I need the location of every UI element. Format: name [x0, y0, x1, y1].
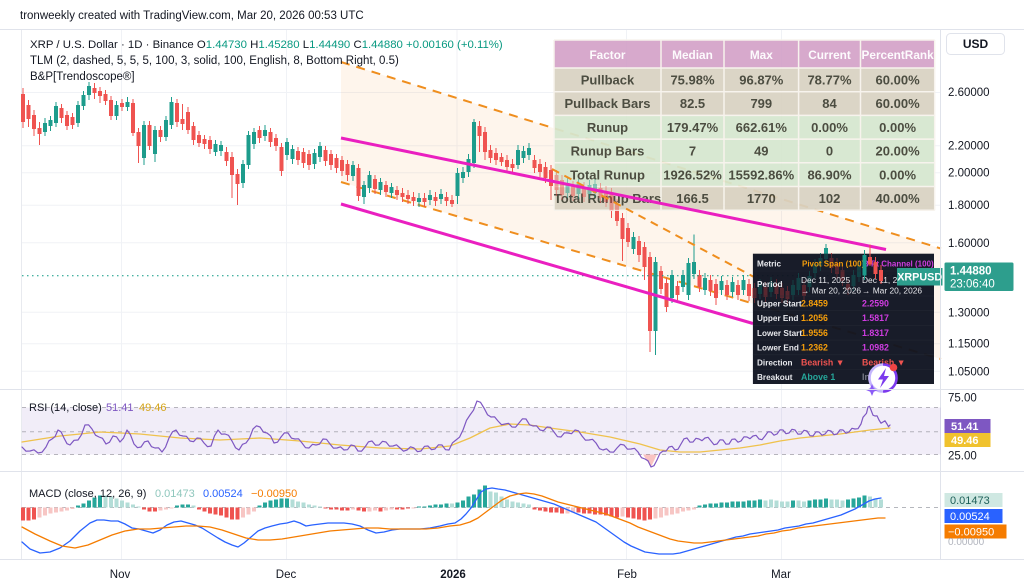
svg-text:0.00524: 0.00524 — [950, 511, 990, 523]
svg-text:PercentRank: PercentRank — [862, 48, 935, 62]
svg-text:XRP / U.S. Dollar · 1D · Binan: XRP / U.S. Dollar · 1D · Binance O1.4473… — [30, 39, 503, 51]
svg-text:1.60000: 1.60000 — [948, 238, 990, 250]
svg-text:tronweekly created with Tradin: tronweekly created with TradingView.com,… — [20, 10, 364, 22]
svg-text:23:06:40: 23:06:40 — [950, 279, 995, 291]
svg-text:XRPUSD: XRPUSD — [897, 272, 942, 284]
svg-text:96.87%: 96.87% — [739, 73, 784, 88]
svg-text:82.5: 82.5 — [680, 96, 705, 111]
svg-text:75.00: 75.00 — [948, 393, 977, 405]
svg-text:Pullback Bars: Pullback Bars — [565, 96, 651, 111]
svg-text:102: 102 — [819, 191, 841, 206]
svg-text:7: 7 — [689, 144, 696, 159]
svg-text:49.46: 49.46 — [139, 402, 167, 414]
svg-text:Bearish ▼: Bearish ▼ — [862, 357, 905, 367]
svg-text:2.00000: 2.00000 — [948, 168, 990, 180]
svg-text:86.90%: 86.90% — [807, 167, 852, 182]
svg-text:662.61%: 662.61% — [736, 120, 788, 135]
svg-text:2.60000: 2.60000 — [948, 87, 990, 99]
svg-text:B&P[Trendoscope®]: B&P[Trendoscope®] — [30, 71, 135, 83]
svg-text:0.00524: 0.00524 — [203, 488, 243, 500]
svg-text:1.2056: 1.2056 — [801, 313, 828, 323]
svg-text:Dec 11, 2025: Dec 11, 2025 — [801, 275, 851, 285]
svg-text:0: 0 — [826, 144, 833, 159]
svg-text:Bearish ▼: Bearish ▼ — [801, 357, 844, 367]
svg-text:Mar: Mar — [771, 569, 791, 580]
svg-text:Factor: Factor — [589, 48, 625, 62]
svg-text:Feb: Feb — [617, 569, 637, 580]
svg-text:Pullback: Pullback — [581, 73, 635, 88]
svg-text:49.46: 49.46 — [951, 435, 979, 447]
svg-text:0.00%: 0.00% — [879, 120, 916, 135]
svg-text:1.2362: 1.2362 — [801, 343, 828, 353]
svg-text:TLM (2, dashed, 5, 5, 5, 100,: TLM (2, dashed, 5, 5, 5, 100, 3, solid, … — [30, 55, 399, 67]
svg-text:15592.86%: 15592.86% — [728, 167, 794, 182]
svg-text:1.8317: 1.8317 — [862, 328, 889, 338]
svg-text:USD: USD — [963, 37, 989, 51]
svg-text:179.47%: 179.47% — [667, 120, 719, 135]
svg-text:49: 49 — [754, 144, 768, 159]
svg-text:Max: Max — [750, 48, 773, 62]
svg-text:0.00%: 0.00% — [879, 167, 916, 182]
svg-text:1.0982: 1.0982 — [862, 343, 889, 353]
svg-text:60.00%: 60.00% — [876, 96, 921, 111]
svg-text:84: 84 — [822, 96, 837, 111]
svg-text:0.00000: 0.00000 — [948, 537, 985, 548]
svg-text:Nov: Nov — [110, 569, 131, 580]
svg-text:Above 1: Above 1 — [801, 372, 835, 382]
svg-text:75.98%: 75.98% — [670, 73, 715, 88]
svg-text:1.30000: 1.30000 — [948, 307, 990, 319]
svg-text:1.44880: 1.44880 — [950, 266, 992, 278]
svg-text:−0.00950: −0.00950 — [948, 527, 994, 539]
svg-text:1.9556: 1.9556 — [801, 328, 828, 338]
svg-text:Runup Bars: Runup Bars — [571, 144, 645, 159]
svg-text:51.41: 51.41 — [951, 421, 979, 433]
svg-text:→ Mar 20, 2026: → Mar 20, 2026 — [862, 286, 922, 296]
svg-text:2.8459: 2.8459 — [801, 299, 828, 309]
svg-text:Lower End: Lower End — [757, 344, 799, 353]
svg-text:2026: 2026 — [440, 569, 466, 580]
svg-text:78.77%: 78.77% — [807, 73, 852, 88]
svg-text:Metric: Metric — [757, 260, 782, 269]
svg-text:Breakout: Breakout — [757, 373, 793, 382]
svg-text:20.00%: 20.00% — [876, 144, 921, 159]
svg-text:0.01473: 0.01473 — [155, 488, 195, 500]
svg-text:166.5: 166.5 — [676, 191, 709, 206]
svg-text:1770: 1770 — [747, 191, 776, 206]
svg-text:−0.00950: −0.00950 — [251, 488, 297, 500]
svg-text:Runup: Runup — [587, 120, 628, 135]
svg-text:MACD (close, 12, 26, 9): MACD (close, 12, 26, 9) — [29, 488, 146, 500]
svg-text:Pivot Span (100): Pivot Span (100) — [802, 260, 865, 269]
svg-text:2.2590: 2.2590 — [862, 299, 889, 309]
svg-text:Upper End: Upper End — [757, 314, 798, 323]
svg-text:Direction: Direction — [757, 358, 793, 367]
svg-text:40.00%: 40.00% — [876, 191, 921, 206]
svg-text:Current: Current — [808, 48, 851, 62]
svg-text:25.00: 25.00 — [948, 451, 977, 463]
svg-text:1926.52%: 1926.52% — [663, 167, 722, 182]
svg-text:→ Mar 20, 2026: → Mar 20, 2026 — [801, 286, 861, 296]
svg-text:Median: Median — [672, 48, 713, 62]
svg-text:2.20000: 2.20000 — [948, 141, 990, 153]
svg-text:Dec 11, 2025: Dec 11, 2025 — [862, 275, 912, 285]
svg-text:RSI (14, close): RSI (14, close) — [29, 402, 102, 414]
svg-text:0.00%: 0.00% — [811, 120, 848, 135]
svg-text:1.80000: 1.80000 — [948, 200, 990, 212]
svg-text:Total Runup: Total Runup — [570, 167, 645, 182]
svg-text:1.15000: 1.15000 — [948, 339, 990, 351]
svg-text:1.05000: 1.05000 — [948, 366, 990, 378]
svg-text:Dec: Dec — [276, 569, 297, 580]
svg-text:0.01473: 0.01473 — [950, 495, 990, 507]
svg-text:B Pt Channel (100): B Pt Channel (100) — [863, 260, 934, 269]
svg-text:1.5817: 1.5817 — [862, 313, 889, 323]
svg-text:Upper Start: Upper Start — [757, 300, 802, 309]
svg-text:Lower Start: Lower Start — [757, 329, 802, 338]
svg-text:Period: Period — [757, 280, 782, 289]
svg-text:60.00%: 60.00% — [876, 73, 921, 88]
svg-text:799: 799 — [750, 96, 772, 111]
svg-text:51.41: 51.41 — [106, 402, 134, 414]
